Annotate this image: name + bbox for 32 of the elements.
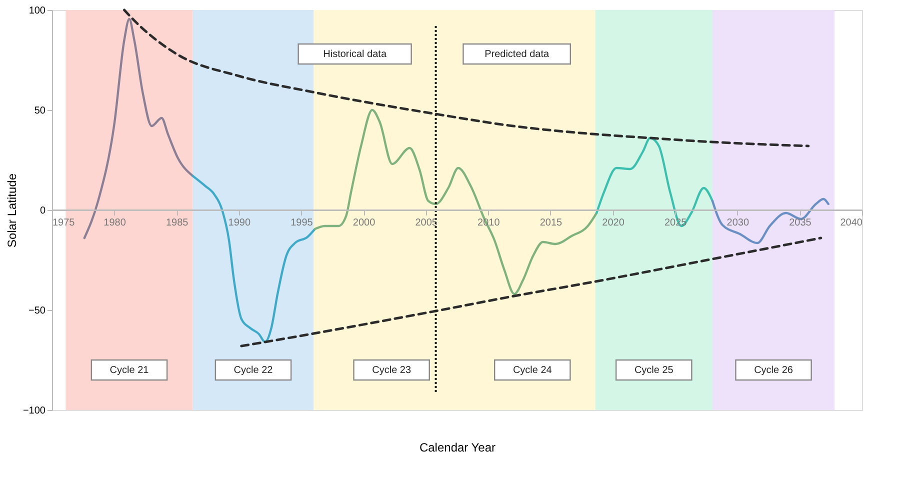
x-tick-label: 2005 bbox=[415, 218, 438, 228]
x-tick-label: 1995 bbox=[290, 218, 314, 228]
line-series bbox=[83, 18, 194, 240]
x-tick-label: 2020 bbox=[602, 218, 625, 228]
x-tick-label: 2035 bbox=[789, 218, 812, 228]
band-label: Cycle 24 bbox=[512, 365, 552, 376]
band-label: Cycle 23 bbox=[372, 365, 412, 376]
y-tick-label: 0 bbox=[40, 206, 46, 216]
y-tick-label: −50 bbox=[28, 306, 46, 316]
annotation: Predicted data bbox=[484, 49, 550, 60]
x-tick-label: 2015 bbox=[540, 218, 563, 228]
line-series bbox=[192, 174, 316, 344]
x-axis-title: Calendar Year bbox=[419, 440, 496, 454]
x-tick-label: 2040 bbox=[840, 218, 863, 228]
band-label: Cycle 21 bbox=[110, 365, 150, 376]
x-tick-label: 1980 bbox=[104, 218, 126, 228]
annotation: Historical data bbox=[323, 49, 387, 60]
x-tick-label: 2030 bbox=[726, 218, 750, 228]
line-series bbox=[711, 198, 830, 244]
line-series bbox=[595, 136, 714, 228]
band-label: Cycle 22 bbox=[234, 365, 274, 376]
x-tick-label: 1990 bbox=[228, 218, 251, 228]
line-series bbox=[314, 108, 598, 296]
x-tick-label: 1985 bbox=[166, 218, 189, 228]
y-tick-label: 100 bbox=[28, 6, 46, 16]
y-tick-label: −100 bbox=[22, 406, 46, 416]
y-axis-title: Solar Latitude bbox=[4, 173, 19, 248]
x-tick-label: 1975 bbox=[52, 218, 76, 228]
x-tick-label: 2000 bbox=[352, 218, 376, 228]
y-tick-label: 50 bbox=[34, 106, 46, 116]
band-label: Cycle 26 bbox=[754, 365, 794, 376]
band-label: Cycle 25 bbox=[634, 365, 674, 376]
